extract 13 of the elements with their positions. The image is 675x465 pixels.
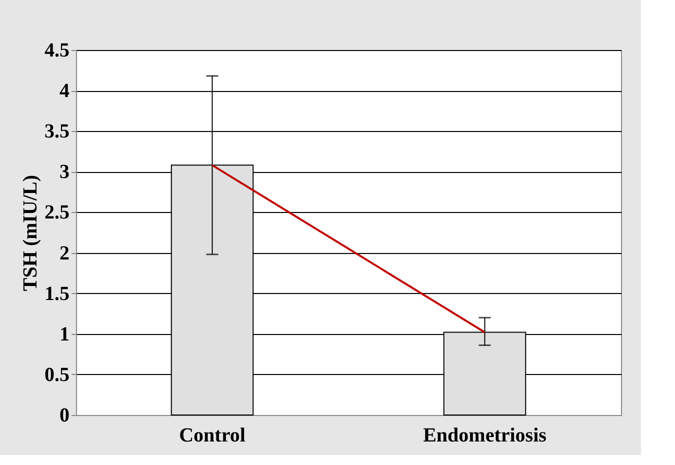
y-tick-label: 4 — [60, 80, 70, 102]
y-tick-label: 2 — [60, 242, 70, 264]
y-tick-label: 3 — [60, 161, 70, 184]
x-tick-label: Control — [179, 424, 246, 446]
y-axis-title: TSH (mIU/L) — [20, 174, 42, 292]
y-tick-label: 0.5 — [44, 364, 70, 386]
y-tick-label: 3.5 — [44, 120, 70, 143]
y-tick-label: 0 — [60, 404, 70, 426]
y-tick-label: 1 — [60, 323, 70, 346]
y-tick-label: 4.5 — [44, 40, 70, 62]
x-tick-label: Endometriosis — [423, 424, 547, 446]
y-tick-label: 1.5 — [44, 282, 70, 305]
y-tick-label: 2.5 — [44, 202, 70, 224]
